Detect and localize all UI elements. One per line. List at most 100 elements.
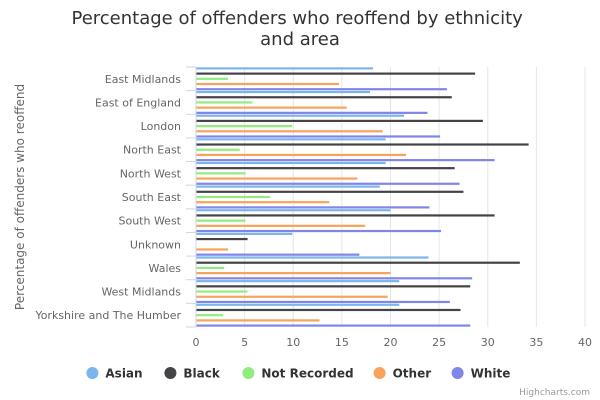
category-label: East of England <box>95 96 181 109</box>
x-tick-label: 40 <box>578 336 592 349</box>
bar[interactable] <box>196 159 495 162</box>
bar[interactable] <box>196 143 529 146</box>
bar[interactable] <box>196 256 429 259</box>
category-label: North East <box>123 144 182 157</box>
bar[interactable] <box>196 206 430 209</box>
legend-symbol <box>373 367 386 379</box>
category-label: Yorkshire and The Humber <box>34 309 181 322</box>
bar[interactable] <box>196 161 386 165</box>
chart-title-line-1: Percentage of offenders who reoffend by … <box>71 8 523 29</box>
bar[interactable] <box>196 96 452 99</box>
legend-symbol <box>451 367 464 379</box>
bar[interactable] <box>196 300 450 304</box>
credits[interactable]: Highcharts.com <box>519 388 590 398</box>
category-label: South West <box>118 215 181 228</box>
x-tick-label: 20 <box>384 336 398 349</box>
bar[interactable] <box>196 148 240 151</box>
bar[interactable] <box>196 167 455 170</box>
category-axis: East Midlands East of England London North … <box>34 66 197 328</box>
legend-item[interactable]: Black <box>164 367 221 381</box>
legend-item[interactable]: White <box>451 367 511 381</box>
chart-title-line-2: and area <box>260 29 340 50</box>
bar[interactable] <box>196 295 388 298</box>
grid-lines <box>244 67 586 327</box>
bar[interactable] <box>196 190 464 193</box>
x-tick-label: 30 <box>481 336 495 349</box>
legend-item[interactable]: Asian <box>86 367 143 381</box>
legend: Asian Black Not Recorded Other White <box>86 367 510 381</box>
bar[interactable] <box>196 303 400 306</box>
x-tick-label: 0 <box>193 336 200 349</box>
bar[interactable] <box>196 177 358 180</box>
legend-symbol <box>164 367 177 379</box>
bar[interactable] <box>196 285 471 288</box>
bar[interactable] <box>196 214 495 217</box>
bar[interactable] <box>196 290 248 293</box>
x-tick-label: 15 <box>335 336 349 349</box>
legend-item[interactable]: Other <box>373 367 432 381</box>
legend-symbol <box>86 367 99 379</box>
bar[interactable] <box>196 88 447 91</box>
bar[interactable] <box>196 101 253 104</box>
x-tick-label: 5 <box>241 336 248 349</box>
bar[interactable] <box>196 72 476 75</box>
bar[interactable] <box>196 324 471 327</box>
category-label: East Midlands <box>105 73 182 86</box>
bar[interactable] <box>196 135 441 138</box>
category-label: South East <box>122 191 182 204</box>
legend-label: Black <box>183 367 220 381</box>
bar[interactable] <box>196 138 386 141</box>
legend-label: Other <box>393 367 432 381</box>
bar[interactable] <box>196 106 347 109</box>
x-tick-label: 10 <box>286 336 300 349</box>
bar[interactable] <box>196 308 461 312</box>
bar[interactable] <box>196 277 473 280</box>
category-label: Unknown <box>130 238 181 251</box>
bar[interactable] <box>196 67 373 70</box>
plot-area <box>196 67 529 327</box>
bar[interactable] <box>196 172 246 175</box>
category-label: West Midlands <box>101 286 181 299</box>
bar[interactable] <box>196 314 224 317</box>
x-tick-label: 35 <box>529 336 543 349</box>
bar[interactable] <box>196 248 229 251</box>
bar[interactable] <box>196 232 293 235</box>
bar[interactable] <box>196 77 229 80</box>
category-label: North West <box>120 167 182 180</box>
x-tick-label: 25 <box>432 336 446 349</box>
bar[interactable] <box>196 237 248 241</box>
bar[interactable] <box>196 253 360 256</box>
bar[interactable] <box>196 219 246 222</box>
chart-title: Percentage of offenders who reoffend by … <box>71 8 528 50</box>
bar[interactable] <box>196 261 520 264</box>
bar[interactable] <box>196 224 366 227</box>
bar[interactable] <box>196 114 405 117</box>
legend-label: White <box>471 367 511 381</box>
bar[interactable] <box>196 229 442 233</box>
bar[interactable] <box>196 195 270 199</box>
bar[interactable] <box>196 209 391 212</box>
bar[interactable] <box>196 182 460 185</box>
y-axis-title: Percentage of offenders who reoffend <box>13 84 27 310</box>
legend-symbol <box>242 367 255 379</box>
bar[interactable] <box>196 266 225 270</box>
category-label: Wales <box>149 262 182 275</box>
bar[interactable] <box>196 201 330 204</box>
bar[interactable] <box>196 90 371 94</box>
legend-label: Asian <box>105 367 142 381</box>
bar[interactable] <box>196 319 320 322</box>
bar[interactable] <box>196 111 428 114</box>
category-label: London <box>141 120 181 133</box>
bar[interactable] <box>196 272 391 275</box>
value-axis: 0 5 10 15 20 25 30 35 40 <box>193 336 593 349</box>
bar[interactable] <box>196 124 293 128</box>
legend-item[interactable]: Not Recorded <box>242 367 354 381</box>
bar[interactable] <box>196 119 483 122</box>
bar[interactable] <box>196 185 380 188</box>
bar[interactable] <box>196 280 400 283</box>
legend-label: Not Recorded <box>261 367 353 381</box>
bar[interactable] <box>196 130 383 133</box>
bar[interactable] <box>196 82 339 86</box>
bar[interactable] <box>196 153 407 157</box>
